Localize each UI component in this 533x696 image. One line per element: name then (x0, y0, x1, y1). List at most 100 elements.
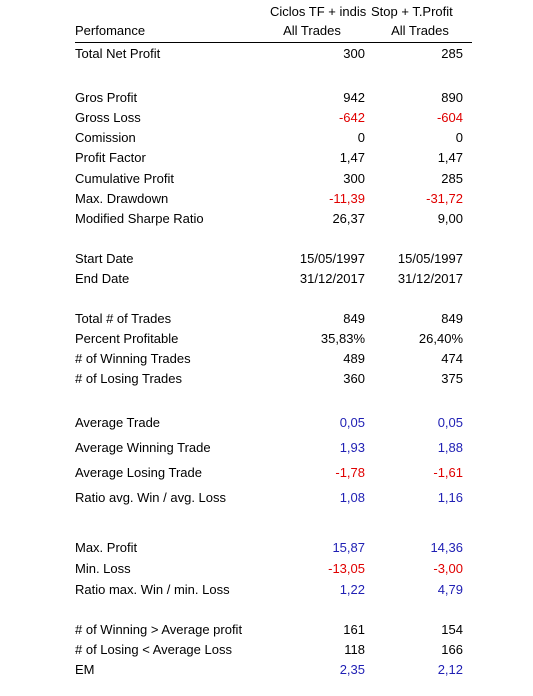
row-value-col1: 2,35 (339, 662, 365, 677)
table-row-average-losing-trade: Average Losing Trade -1,78 -1,61 (0, 464, 533, 482)
row-value-col1: -1,78 (335, 465, 365, 480)
row-label: Gros Profit (75, 90, 138, 105)
row-value-col2: 154 (441, 622, 463, 637)
header-sub-row: Perfomance All Trades All Trades (0, 22, 533, 43)
row-value-col2: 375 (441, 371, 463, 386)
row-value-col2: 285 (441, 171, 463, 186)
table-row-start-date: Start Date 15/05/1997 15/05/1997 (0, 250, 533, 268)
row-label: Total # of Trades (75, 311, 172, 326)
header-title-row: Ciclos TF + indis Stop + T.Profit (0, 3, 533, 21)
row-label: # of Losing Trades (75, 371, 182, 386)
row-value-col2: -604 (436, 110, 463, 125)
row-value-col2: 4,79 (437, 582, 463, 597)
row-value-col2: -3,00 (433, 561, 463, 576)
table-row-modified-sharpe-ratio: Modified Sharpe Ratio 26,37 9,00 (0, 210, 533, 228)
table-row-max-profit: Max. Profit 15,87 14,36 (0, 539, 533, 557)
row-value-col2: 1,88 (437, 440, 463, 455)
table-row-winning-trades: # of Winning Trades 489 474 (0, 350, 533, 368)
table-row-em: EM 2,35 2,12 (0, 661, 533, 679)
table-row-percent-profitable: Percent Profitable 35,83% 26,40% (0, 330, 533, 348)
table-row-cumulative-profit: Cumulative Profit 300 285 (0, 170, 533, 188)
row-value-col1: 360 (343, 371, 365, 386)
row-label: Gross Loss (75, 110, 141, 125)
row-value-col1: 1,93 (339, 440, 365, 455)
row-value-col2: 26,40% (418, 331, 463, 346)
row-label: # of Winning > Average profit (75, 622, 243, 637)
row-value-col1: -13,05 (328, 561, 365, 576)
row-value-col2: 890 (441, 90, 463, 105)
row-value-col1: 1,22 (339, 582, 365, 597)
row-value-col1: 1,08 (339, 490, 365, 505)
row-label: Min. Loss (75, 561, 131, 576)
row-value-col1: 0,05 (339, 415, 365, 430)
table-row-comission: Comission 0 0 (0, 129, 533, 147)
row-label: Percent Profitable (75, 331, 179, 346)
table-row-min-loss: Min. Loss -13,05 -3,00 (0, 560, 533, 578)
row-label: Ratio avg. Win / avg. Loss (75, 490, 227, 505)
row-value-col2: 14,36 (430, 540, 463, 555)
row-label: Start Date (75, 251, 134, 266)
row-value-col2: 0 (455, 130, 463, 145)
table-row-losing-trades: # of Losing Trades 360 375 (0, 370, 533, 388)
row-label: Cumulative Profit (75, 171, 174, 186)
row-value-col1: 849 (343, 311, 365, 326)
col1-subtitle: All Trades (283, 23, 341, 38)
row-label: Comission (75, 130, 136, 145)
row-value-col1: 118 (344, 642, 365, 657)
row-label: # of Losing < Average Loss (75, 642, 232, 657)
table-row-losing-lt-average: # of Losing < Average Loss 118 166 (0, 641, 533, 659)
header-underline (75, 42, 472, 43)
row-value-col2: 9,00 (437, 211, 463, 226)
row-label: # of Winning Trades (75, 351, 191, 366)
row-label: Average Winning Trade (75, 440, 211, 455)
row-value-col1: 942 (343, 90, 365, 105)
table-row-average-trade: Average Trade 0,05 0,05 (0, 414, 533, 432)
row-label: Modified Sharpe Ratio (75, 211, 204, 226)
row-value-col2: -1,61 (433, 465, 463, 480)
table-row-end-date: End Date 31/12/2017 31/12/2017 (0, 270, 533, 288)
row-value-col2: 1,16 (437, 490, 463, 505)
row-value-col2: 849 (441, 311, 463, 326)
row-label: Total Net Profit (75, 46, 161, 61)
table-row-gross-loss: Gross Loss -642 -604 (0, 109, 533, 127)
table-row-average-winning-trade: Average Winning Trade 1,93 1,88 (0, 439, 533, 457)
row-label: EM (75, 662, 95, 677)
row-value-col2: 166 (441, 642, 463, 657)
row-value-col1: 161 (343, 622, 365, 637)
table-row-total-trades: Total # of Trades 849 849 (0, 310, 533, 328)
table-row-gros-profit: Gros Profit 942 890 (0, 89, 533, 107)
row-value-col2: 2,12 (437, 662, 463, 677)
row-value-col2: 285 (441, 46, 463, 61)
table-row-ratio-max-win-min-loss: Ratio max. Win / min. Loss 1,22 4,79 (0, 581, 533, 599)
table-row-total-net-profit: Total Net Profit 300 285 (0, 45, 533, 63)
col2-subtitle: All Trades (391, 23, 449, 38)
row-value-col1: 489 (343, 351, 365, 366)
row-value-col2: 0,05 (437, 415, 463, 430)
row-value-col2: -31,72 (426, 191, 463, 206)
row-value-col1: 15,87 (332, 540, 365, 555)
row-value-col1: 35,83% (320, 331, 365, 346)
row-value-col1: 0 (357, 130, 365, 145)
row-label: Average Losing Trade (75, 465, 202, 480)
row-label: Max. Drawdown (75, 191, 169, 206)
row-value-col2: 15/05/1997 (397, 251, 463, 266)
table-row-profit-factor: Profit Factor 1,47 1,47 (0, 149, 533, 167)
table-row-max-drawdown: Max. Drawdown -11,39 -31,72 (0, 190, 533, 208)
row-label: Profit Factor (75, 150, 146, 165)
col1-title: Ciclos TF + indis (270, 4, 367, 19)
row-value-col1: 1,47 (339, 150, 365, 165)
row-label: End Date (75, 271, 130, 286)
row-value-col2: 1,47 (437, 150, 463, 165)
row-value-col2: 474 (441, 351, 463, 366)
row-value-col1: 31/12/2017 (299, 271, 365, 286)
row-label: Ratio max. Win / min. Loss (75, 582, 230, 597)
row-value-col1: -11,39 (329, 191, 365, 206)
table-row-winning-gt-average: # of Winning > Average profit 161 154 (0, 621, 533, 639)
row-label: Max. Profit (75, 540, 138, 555)
performance-header-label: Perfomance (75, 23, 146, 38)
row-value-col1: 300 (343, 171, 365, 186)
row-value-col1: 300 (343, 46, 365, 61)
col2-title: Stop + T.Profit (371, 4, 453, 19)
row-value-col1: 26,37 (332, 211, 365, 226)
row-label: Average Trade (75, 415, 161, 430)
